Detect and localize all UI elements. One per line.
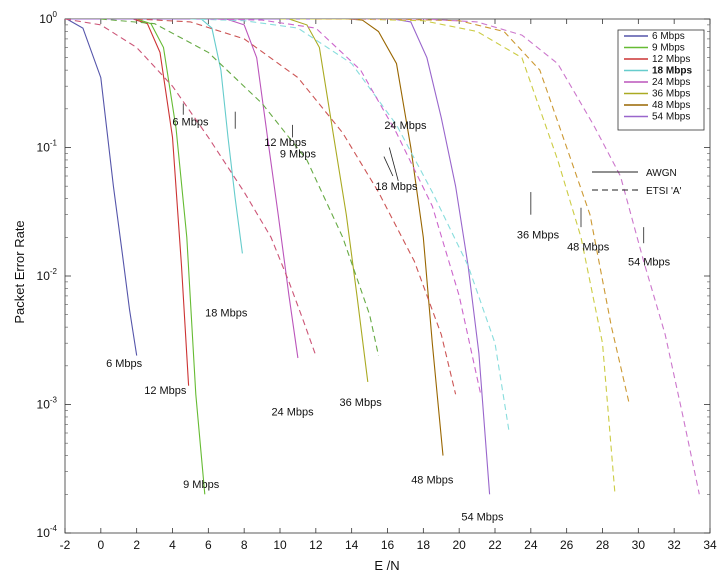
x-tick-label: 0 xyxy=(97,538,104,552)
legend-entry-label: 9 Mbps xyxy=(652,43,685,54)
annotation-label: 6 Mbps xyxy=(106,358,143,370)
annotation-label: 24 Mbps xyxy=(384,120,427,132)
annotation-label: 6 Mbps xyxy=(172,116,209,128)
legend-entry-label: 48 Mbps xyxy=(652,100,690,111)
series-line-18-mbps-awgn xyxy=(65,19,243,254)
annotation-label: 36 Mbps xyxy=(517,230,560,242)
y-tick-label: 10-4 xyxy=(37,524,58,540)
legend-entry-label: 24 Mbps xyxy=(652,77,690,88)
x-tick-label: 26 xyxy=(560,538,574,552)
annotation-label: 9 Mbps xyxy=(280,148,317,160)
annotation-pointer xyxy=(388,147,399,181)
line-style-label: ETSI 'A' xyxy=(646,186,682,197)
annotation-label: 12 Mbps xyxy=(144,385,187,397)
legend-entry-label: 36 Mbps xyxy=(652,89,690,100)
x-tick-label: 10 xyxy=(273,538,287,552)
series-line-6-mbps-awgn xyxy=(66,19,138,356)
y-tick-label: 100 xyxy=(39,10,57,26)
annotation-label: 54 Mbps xyxy=(628,256,671,268)
x-tick-label: 32 xyxy=(667,538,681,552)
x-tick-label: 30 xyxy=(632,538,646,552)
series-line-48-mbps-awgn xyxy=(65,19,444,456)
annotation-pointer xyxy=(383,156,394,177)
x-tick-label: 34 xyxy=(703,538,717,552)
legend-entry-label: 54 Mbps xyxy=(652,112,690,123)
legend-entry-label: 12 Mbps xyxy=(652,54,690,65)
series-line-9-mbps-awgn xyxy=(65,19,206,495)
series-line-48-mbps-etsi xyxy=(315,19,630,405)
series-line-36-mbps-awgn xyxy=(65,19,369,382)
series-line-18-mbps-etsi xyxy=(190,19,510,434)
annotation-label: 9 Mbps xyxy=(183,479,220,491)
x-tick-label: -2 xyxy=(60,538,71,552)
y-axis-title: Packet Error Rate xyxy=(12,220,27,323)
series-line-36-mbps-etsi xyxy=(280,19,616,495)
x-tick-label: 18 xyxy=(417,538,431,552)
series-line-12-mbps-etsi xyxy=(136,19,457,395)
y-tick-label: 10-1 xyxy=(37,139,58,155)
series-line-24-mbps-etsi xyxy=(208,19,482,395)
line-style-label: AWGN xyxy=(646,168,677,179)
x-tick-label: 12 xyxy=(309,538,323,552)
plot-frame xyxy=(64,18,711,534)
x-tick-label: 22 xyxy=(488,538,502,552)
annotation-label: 24 Mbps xyxy=(271,407,314,419)
annotation-label: 18 Mbps xyxy=(375,181,418,193)
annotation-label: 18 Mbps xyxy=(205,307,248,319)
series-line-12-mbps-awgn xyxy=(65,19,190,386)
legend-entry-label: 18 Mbps xyxy=(652,66,692,77)
series-line-24-mbps-awgn xyxy=(65,19,299,359)
series-group xyxy=(65,19,700,495)
x-tick-label: 16 xyxy=(381,538,395,552)
x-axis-title: E /N xyxy=(374,558,399,573)
legend-entry-label: 6 Mbps xyxy=(652,31,685,42)
x-tick-label: 20 xyxy=(452,538,466,552)
x-tick-label: 6 xyxy=(205,538,212,552)
x-tick-label: 4 xyxy=(169,538,176,552)
annotation-label: 36 Mbps xyxy=(340,397,383,409)
annotation-label: 48 Mbps xyxy=(567,241,610,253)
series-line-9-mbps-etsi xyxy=(100,19,380,356)
legend-box xyxy=(617,29,705,131)
annotation-label: 54 Mbps xyxy=(461,511,504,523)
x-tick-label: 8 xyxy=(241,538,248,552)
annotation-label: 12 Mbps xyxy=(264,137,307,149)
annotation-label: 48 Mbps xyxy=(411,475,454,487)
x-tick-label: 2 xyxy=(133,538,140,552)
y-tick-label: 10-2 xyxy=(37,267,58,283)
x-tick-label: 24 xyxy=(524,538,538,552)
series-line-6-mbps-etsi xyxy=(65,19,317,356)
series-line-54-mbps-awgn xyxy=(65,19,491,495)
x-tick-label: 14 xyxy=(345,538,359,552)
x-tick-label: 28 xyxy=(596,538,610,552)
y-tick-label: 10-3 xyxy=(37,396,58,412)
